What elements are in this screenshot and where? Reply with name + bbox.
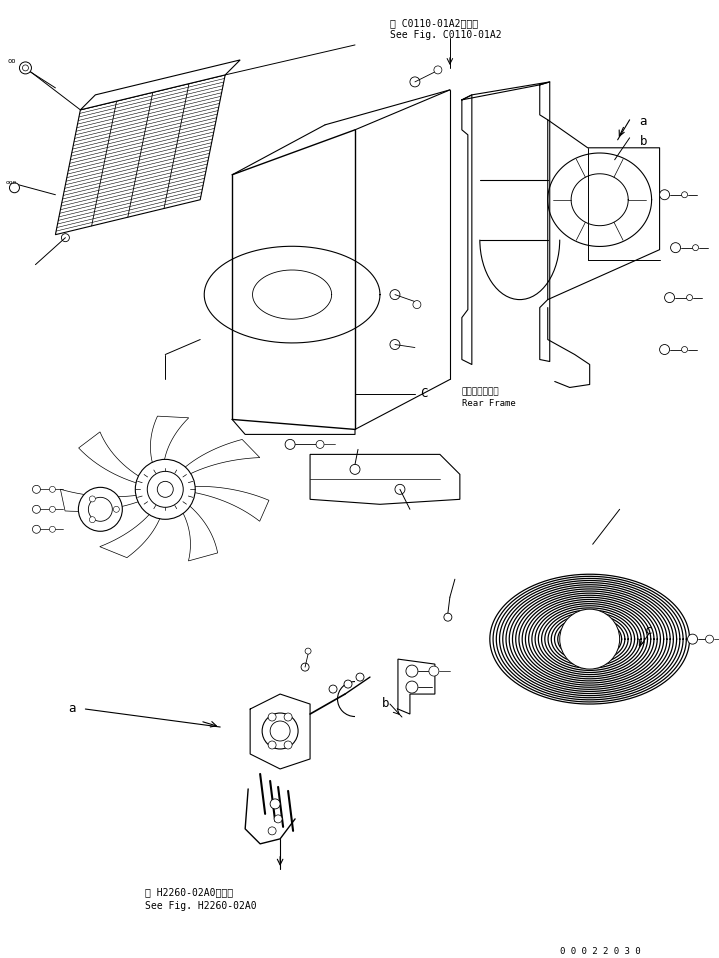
Circle shape (88, 497, 112, 521)
Circle shape (32, 505, 40, 513)
Circle shape (50, 487, 55, 492)
Polygon shape (310, 454, 460, 504)
Text: リヤーフレーム: リヤーフレーム (462, 387, 500, 397)
Circle shape (429, 666, 439, 676)
Text: Rear Frame: Rear Frame (462, 399, 516, 408)
Polygon shape (81, 60, 240, 110)
Circle shape (270, 799, 280, 809)
Circle shape (270, 721, 290, 741)
Circle shape (559, 609, 620, 669)
Circle shape (434, 66, 442, 74)
Circle shape (301, 663, 309, 672)
Circle shape (687, 295, 692, 301)
Circle shape (9, 183, 19, 193)
Circle shape (284, 713, 292, 721)
Text: 第 H2260-02A0図参照: 第 H2260-02A0図参照 (145, 887, 234, 897)
Text: See Fig. C0110-01A2: See Fig. C0110-01A2 (390, 30, 502, 40)
Text: See Fig. H2260-02A0: See Fig. H2260-02A0 (145, 901, 257, 911)
Polygon shape (179, 440, 260, 476)
Circle shape (22, 65, 29, 71)
Circle shape (135, 460, 196, 519)
Circle shape (50, 507, 55, 513)
Circle shape (671, 242, 681, 253)
Circle shape (268, 827, 276, 834)
Circle shape (147, 471, 183, 508)
Circle shape (284, 741, 292, 749)
Circle shape (262, 713, 298, 749)
Circle shape (32, 525, 40, 534)
Circle shape (395, 485, 405, 494)
Polygon shape (55, 75, 225, 235)
Circle shape (356, 673, 364, 681)
Circle shape (157, 481, 173, 497)
Circle shape (78, 488, 122, 532)
Circle shape (413, 301, 421, 308)
Polygon shape (150, 416, 188, 471)
Circle shape (114, 507, 119, 513)
Polygon shape (78, 432, 142, 484)
Polygon shape (398, 659, 435, 714)
Circle shape (344, 680, 352, 688)
Text: b: b (640, 135, 647, 148)
Text: c: c (645, 625, 652, 637)
Circle shape (705, 635, 713, 643)
Circle shape (89, 496, 96, 502)
Circle shape (89, 516, 96, 523)
Circle shape (268, 713, 276, 721)
Circle shape (406, 681, 418, 693)
Circle shape (329, 685, 337, 693)
Circle shape (664, 292, 674, 303)
Circle shape (687, 634, 697, 644)
Circle shape (659, 190, 669, 199)
Polygon shape (100, 508, 163, 558)
Text: a: a (68, 702, 76, 715)
Circle shape (682, 192, 687, 197)
Circle shape (285, 440, 295, 449)
Polygon shape (193, 487, 269, 521)
Circle shape (268, 741, 276, 749)
Polygon shape (179, 503, 218, 561)
Circle shape (32, 486, 40, 493)
Circle shape (659, 345, 669, 354)
Text: 0 0 0 2 2 0 3 0: 0 0 0 2 2 0 3 0 (559, 947, 641, 956)
Circle shape (274, 815, 282, 823)
Circle shape (406, 665, 418, 677)
Circle shape (316, 441, 324, 448)
Circle shape (444, 613, 452, 621)
Circle shape (19, 62, 32, 74)
Circle shape (559, 609, 620, 669)
Circle shape (61, 234, 70, 241)
Circle shape (350, 465, 360, 474)
Text: oo: oo (7, 57, 16, 64)
Circle shape (390, 339, 400, 350)
Circle shape (50, 526, 55, 533)
Circle shape (682, 347, 687, 353)
Text: 第 C0110-01A2図参照: 第 C0110-01A2図参照 (390, 18, 478, 28)
Polygon shape (60, 490, 142, 512)
Circle shape (410, 77, 420, 87)
Circle shape (390, 289, 400, 300)
Circle shape (305, 649, 311, 654)
Text: C: C (420, 387, 427, 400)
Text: a: a (640, 115, 647, 127)
Text: b: b (382, 697, 390, 710)
Text: ooo: ooo (6, 180, 17, 185)
Circle shape (692, 244, 699, 251)
